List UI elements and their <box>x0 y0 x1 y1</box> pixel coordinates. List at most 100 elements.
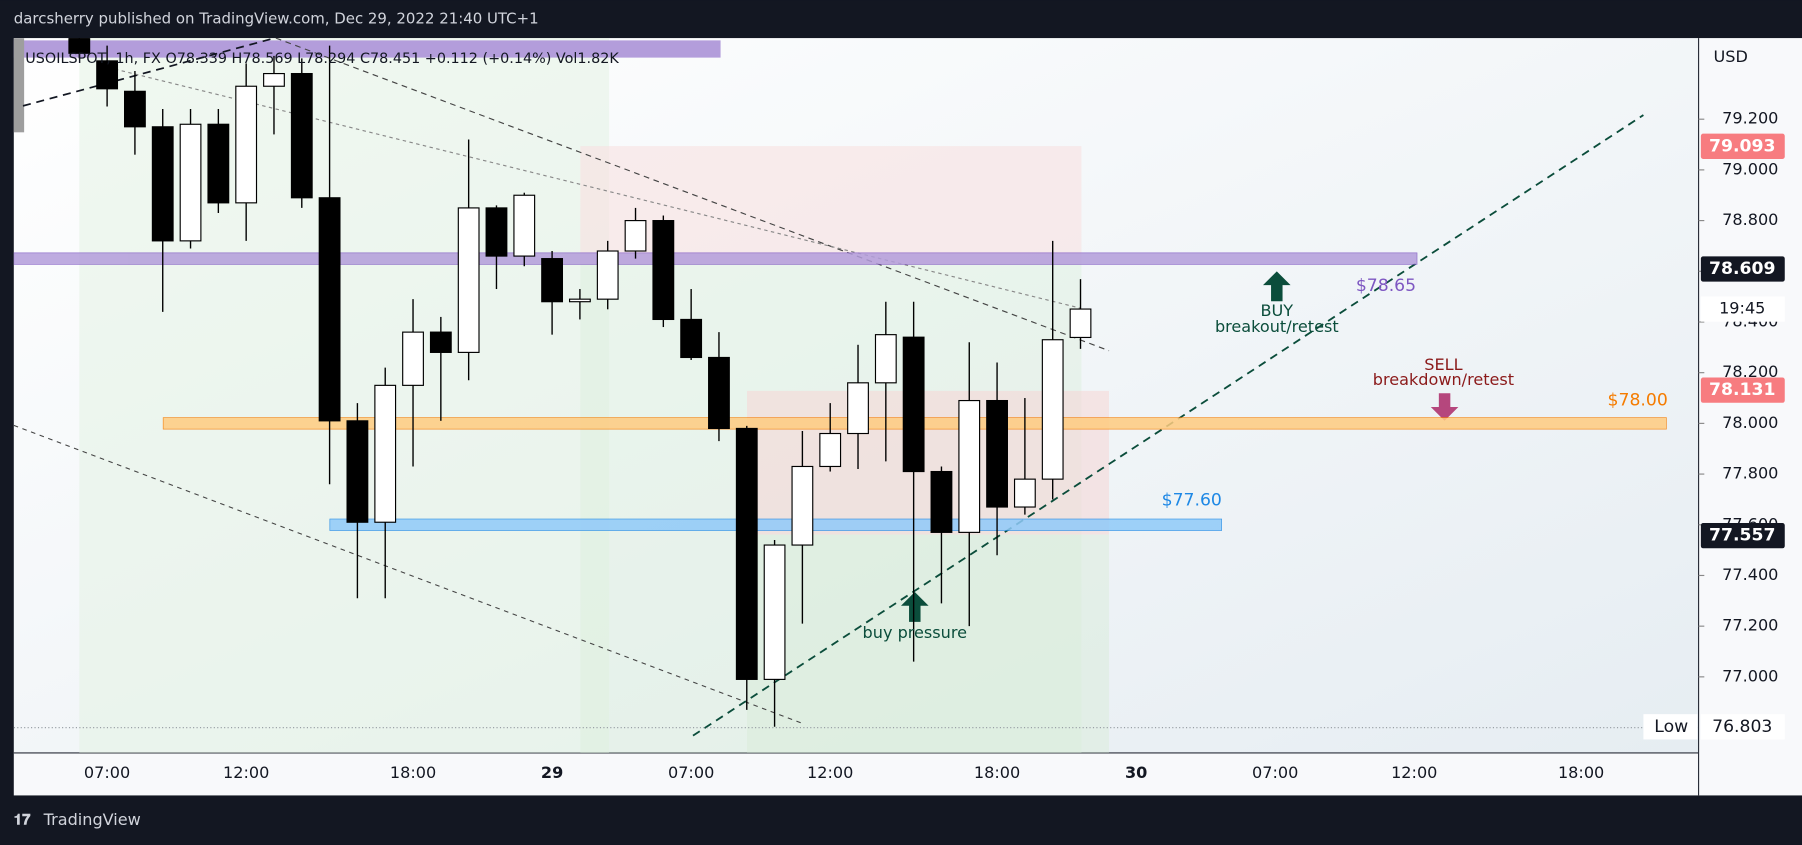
trendline <box>275 38 1110 352</box>
candle-body <box>374 384 397 523</box>
y-tick-label: 77.800 <box>1722 464 1778 483</box>
y-tick-label: 79.200 <box>1722 109 1778 128</box>
candle-body <box>346 420 369 523</box>
annotation: SELL <box>1424 355 1462 374</box>
price-badge-label: 77.557 <box>1709 526 1775 546</box>
candle-body <box>96 60 119 90</box>
candle-body <box>847 382 869 435</box>
candle-body <box>680 318 703 359</box>
y-tick-label: 78.800 <box>1722 210 1778 229</box>
zone-green <box>747 534 1110 753</box>
price-axis <box>1698 38 1802 796</box>
countdown-badge <box>1700 296 1785 322</box>
level-label: $78.65 <box>1356 276 1416 296</box>
candle-body <box>708 356 730 430</box>
scroll-marker <box>13 38 25 133</box>
level-label: $78.00 <box>1608 390 1668 410</box>
price-badge <box>1700 133 1785 159</box>
x-tick-label: 07:00 <box>668 763 714 782</box>
trendline <box>13 424 805 725</box>
symbol-legend: USOILSPOT, 1h, FX O78.339 H78.569 L78.29… <box>25 51 619 67</box>
annotation: buy pressure <box>863 623 968 642</box>
level-band <box>13 252 1418 265</box>
y-tick-label: 77.400 <box>1722 565 1778 584</box>
candle-body <box>652 220 675 321</box>
countdown: 19:45 <box>1719 299 1765 318</box>
price-badge <box>1700 256 1785 282</box>
candle-body <box>263 72 285 87</box>
y-tick-label: 77.200 <box>1722 616 1778 635</box>
currency: USD <box>1714 47 1748 66</box>
candle-body <box>735 427 758 680</box>
candles <box>68 38 1092 727</box>
low-tag <box>1643 714 1698 740</box>
candle-body <box>68 38 91 54</box>
brand: 𝟏𝟕 TradingView <box>14 810 141 829</box>
x-tick-label: 30 <box>1125 763 1147 782</box>
trendline <box>114 68 1081 309</box>
candle-body <box>1041 339 1064 480</box>
candle-body <box>568 298 591 303</box>
low-tag-text: Low <box>1654 717 1688 737</box>
candle-body <box>513 194 536 257</box>
brand-name: TradingView <box>43 810 141 829</box>
candle-body <box>791 465 814 546</box>
candle-body <box>124 90 146 128</box>
price-badge <box>1700 377 1785 403</box>
candle-body <box>1013 478 1036 508</box>
level-band <box>329 518 1222 531</box>
price-badge-label: 78.609 <box>1709 259 1775 279</box>
trendline <box>22 38 278 107</box>
x-tick-label: 12:00 <box>1391 763 1437 782</box>
x-tick-label: 07:00 <box>1252 763 1298 782</box>
candle-body <box>1069 308 1092 339</box>
x-tick-label: 29 <box>541 763 563 782</box>
candle-body <box>290 72 313 199</box>
price-badge-label: 79.093 <box>1709 136 1775 156</box>
time-axis <box>13 752 1699 796</box>
x-tick-label: 18:00 <box>1558 763 1604 782</box>
y-tick-label: 78.000 <box>1722 413 1778 432</box>
candle-body <box>541 258 564 303</box>
candle-body <box>902 336 925 473</box>
level-label: $77.60 <box>1162 491 1222 511</box>
brand-logo: 𝟏𝟕 <box>14 811 31 829</box>
level-band <box>13 40 721 58</box>
candle-body <box>596 250 619 300</box>
candle-body <box>151 126 174 242</box>
publisher: darcsherry published on TradingView.com,… <box>14 10 539 28</box>
x-tick-label: 18:00 <box>974 763 1020 782</box>
candle-body <box>874 334 897 384</box>
arrow-up <box>901 592 929 622</box>
candle-body <box>457 207 480 353</box>
candle-body <box>763 544 786 680</box>
candle-body <box>235 85 258 204</box>
arrow-up <box>1263 271 1291 302</box>
candle-body <box>958 399 981 533</box>
candle-body <box>207 123 230 204</box>
x-tick-label: 07:00 <box>84 763 130 782</box>
x-tick-label: 12:00 <box>223 763 269 782</box>
candle-body <box>429 331 452 353</box>
annotation: breakdown/retest <box>1373 370 1514 389</box>
y-tick-label: 78.200 <box>1722 362 1778 381</box>
annotation: breakout/retest <box>1215 317 1339 336</box>
candle-body <box>986 399 1008 508</box>
y-tick-label: 77.000 <box>1722 666 1778 685</box>
candle-body <box>624 220 647 252</box>
price-badge-label: 78.131 <box>1709 380 1775 400</box>
candle-body <box>402 331 424 386</box>
y-tick-label: 79.000 <box>1722 159 1778 178</box>
x-tick-label: 18:00 <box>390 763 436 782</box>
candle-body <box>819 432 842 468</box>
price-badge <box>1700 523 1785 549</box>
annotation: BUY <box>1260 301 1293 320</box>
x-tick-label: 12:00 <box>807 763 853 782</box>
candle-body <box>318 197 341 422</box>
candle-body <box>179 123 202 242</box>
low-badge-label: 76.803 <box>1712 717 1772 737</box>
low-badge <box>1700 714 1785 740</box>
arrow-down <box>1430 393 1459 421</box>
